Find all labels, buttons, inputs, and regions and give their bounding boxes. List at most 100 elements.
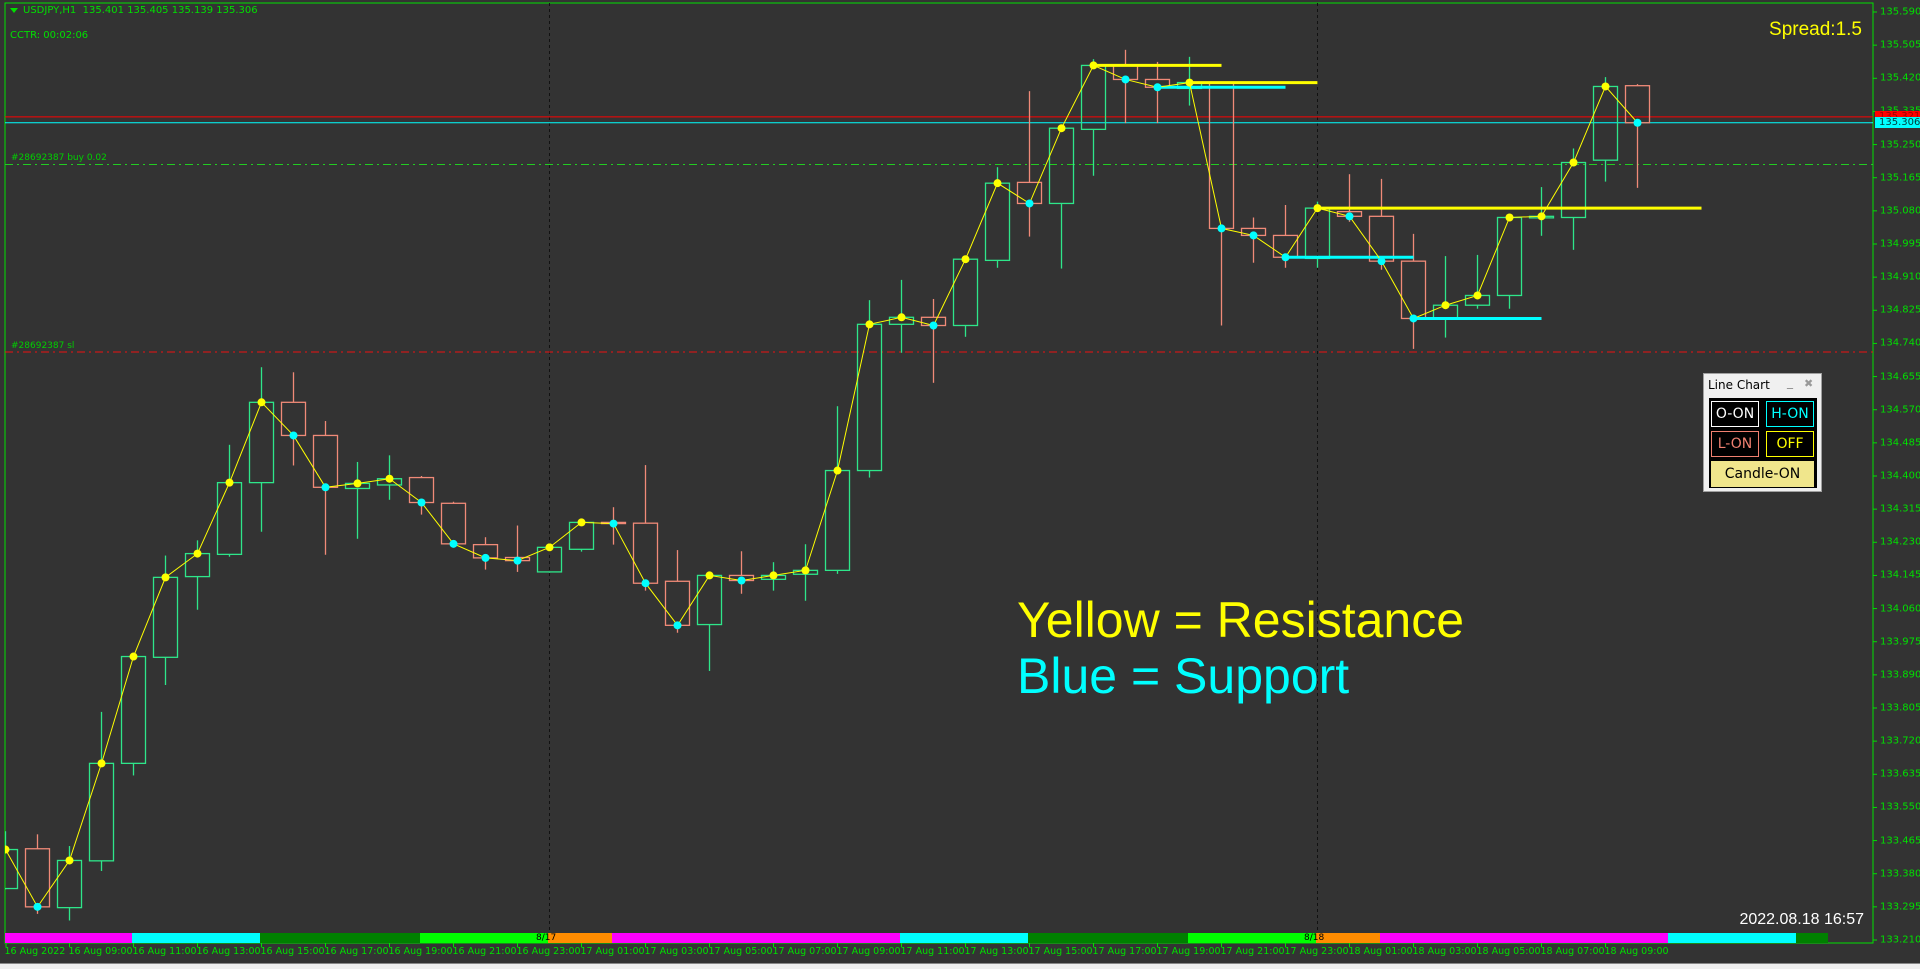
candle-body [216, 481, 243, 556]
candle [664, 550, 691, 633]
session-segment [260, 933, 420, 943]
candle-body [1496, 216, 1523, 297]
low-on-button[interactable]: L-ON [1711, 431, 1759, 457]
candle [1400, 233, 1427, 349]
support-dot [609, 519, 618, 528]
support-dot [641, 579, 650, 588]
time-tick-label: 17 Aug 13:00 [964, 946, 1029, 957]
price-tick-label: 134.400 [1880, 470, 1920, 482]
resistance-dot [257, 398, 266, 407]
high-on-button[interactable]: H-ON [1766, 401, 1814, 427]
price-tick-label: 133.550 [1880, 801, 1920, 813]
price-tick-label: 135.080 [1880, 205, 1920, 217]
resistance-dot [1185, 78, 1194, 87]
off-button[interactable]: OFF [1766, 431, 1814, 457]
symbol-label: USDJPY,H1 [23, 5, 77, 16]
price-tick-label: 135.420 [1880, 72, 1920, 84]
support-dot [1121, 75, 1130, 84]
session-segment [548, 933, 612, 943]
candle-body [952, 258, 979, 327]
time-tick-label: 16 Aug 23:00 [516, 946, 581, 957]
dropdown-triangle-icon[interactable] [10, 7, 18, 13]
support-dot [513, 556, 522, 565]
resistance-dot [769, 571, 778, 580]
panel-title: Line Chart [1708, 378, 1770, 392]
support-dot [737, 576, 746, 585]
candle-body [248, 401, 275, 484]
session-segment [1188, 933, 1316, 943]
time-tick-label: 17 Aug 17:00 [1092, 946, 1157, 957]
candle [408, 476, 435, 515]
candle [248, 367, 275, 532]
candle [5, 831, 19, 890]
price-tick-label: 135.250 [1880, 139, 1920, 151]
close-icon[interactable]: ✖ [1804, 377, 1814, 390]
resistance-dot [161, 573, 170, 582]
candle-body [1080, 64, 1107, 131]
support-dot [417, 498, 426, 507]
session-segment [1796, 933, 1828, 943]
candle [952, 257, 979, 337]
time-tick-label: 17 Aug 09:00 [836, 946, 901, 957]
resistance-dot [1441, 301, 1450, 310]
minimize-icon[interactable]: _ [1787, 375, 1793, 389]
candle [120, 655, 147, 776]
support-dot [1025, 199, 1034, 208]
quote-lines [5, 116, 1873, 124]
resistance-dot [353, 479, 362, 488]
session-date-label: 8/17 [536, 933, 557, 943]
price-tick-label: 133.210 [1880, 934, 1920, 946]
candle [920, 298, 947, 383]
candle [24, 834, 51, 914]
support-dot [289, 431, 298, 440]
close-polyline [5, 64, 1638, 908]
resistance-dot [833, 466, 842, 475]
candle [1208, 81, 1235, 326]
line-chart-panel[interactable]: Line Chart _ ✖ O-ON H-ON L-ON OFF Candle… [1703, 373, 1822, 492]
session-segment [132, 933, 260, 943]
support-dot [1409, 314, 1418, 323]
time-tick-label: 17 Aug 23:00 [1284, 946, 1349, 957]
time-tick-label: 18 Aug 09:00 [1604, 946, 1669, 957]
time-tick-label: 16 Aug 09:00 [68, 946, 133, 957]
price-tick-label: 134.740 [1880, 337, 1920, 349]
candle-body [856, 323, 883, 472]
support-dot [1217, 224, 1226, 233]
resistance-dot [897, 313, 906, 322]
chart-header: USDJPY,H1 135.401 135.405 135.139 135.30… [10, 5, 258, 16]
resistance-dot [65, 856, 74, 865]
price-tick-label: 134.145 [1880, 569, 1920, 581]
time-tick-label: 17 Aug 19:00 [1156, 946, 1221, 957]
ask-price-tag: 135.321 [1875, 111, 1920, 122]
candle-countdown: CCTR: 00:02:06 [10, 30, 89, 41]
open-on-button[interactable]: O-ON [1711, 401, 1759, 427]
price-tick-label: 135.590 [1880, 6, 1920, 18]
candle-on-button[interactable]: Candle-ON [1711, 461, 1814, 487]
candle-body [984, 182, 1011, 262]
resistance-dot [1537, 212, 1546, 221]
price-tick-label: 133.295 [1880, 901, 1920, 913]
stop-loss-label: #28692387 sl [11, 341, 75, 351]
time-tick-label: 17 Aug 15:00 [1028, 946, 1093, 957]
time-tick-label: 16 Aug 2022 [4, 946, 66, 957]
price-tick-label: 134.655 [1880, 371, 1920, 383]
candle [1464, 254, 1491, 309]
support-dot [1377, 257, 1386, 266]
candle-body [568, 521, 595, 550]
chart-frame [4, 2, 1874, 944]
time-tick-label: 18 Aug 07:00 [1540, 946, 1605, 957]
candle [472, 537, 499, 570]
bid-price-tag: 135.306 [1875, 117, 1920, 128]
bottom-tab-strip [0, 963, 1920, 969]
panel-body: O-ON H-ON L-ON OFF Candle-ON [1709, 398, 1817, 488]
support-dot [1345, 212, 1354, 221]
order-lines[interactable] [5, 163, 1873, 353]
candle-body [1048, 127, 1075, 205]
buy-order-label: #28692387 buy 0.02 [11, 153, 107, 163]
candle [1624, 84, 1651, 188]
resistance-dot [1089, 61, 1098, 70]
support-dot [673, 621, 682, 630]
candle-body [664, 580, 691, 626]
price-tick-label: 133.720 [1880, 735, 1920, 747]
